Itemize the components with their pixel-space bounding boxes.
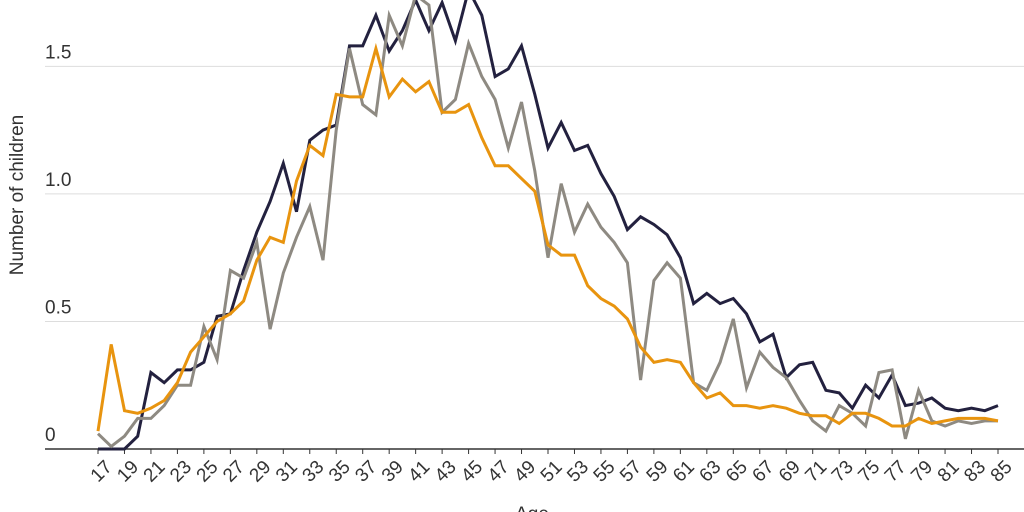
x-axis-title: Age: [515, 504, 549, 512]
y-axis-title: Number of children: [7, 115, 28, 276]
y-tick-label: 0: [45, 425, 56, 446]
series-line: [96, 42, 999, 432]
series-line: [98, 0, 999, 451]
y-tick-label: 1.0: [45, 170, 71, 191]
x-tick-label: 85: [987, 457, 1017, 487]
y-tick-label: 1.5: [45, 42, 71, 63]
series-line: [96, 0, 998, 449]
y-tick-label: 0.5: [45, 297, 71, 318]
